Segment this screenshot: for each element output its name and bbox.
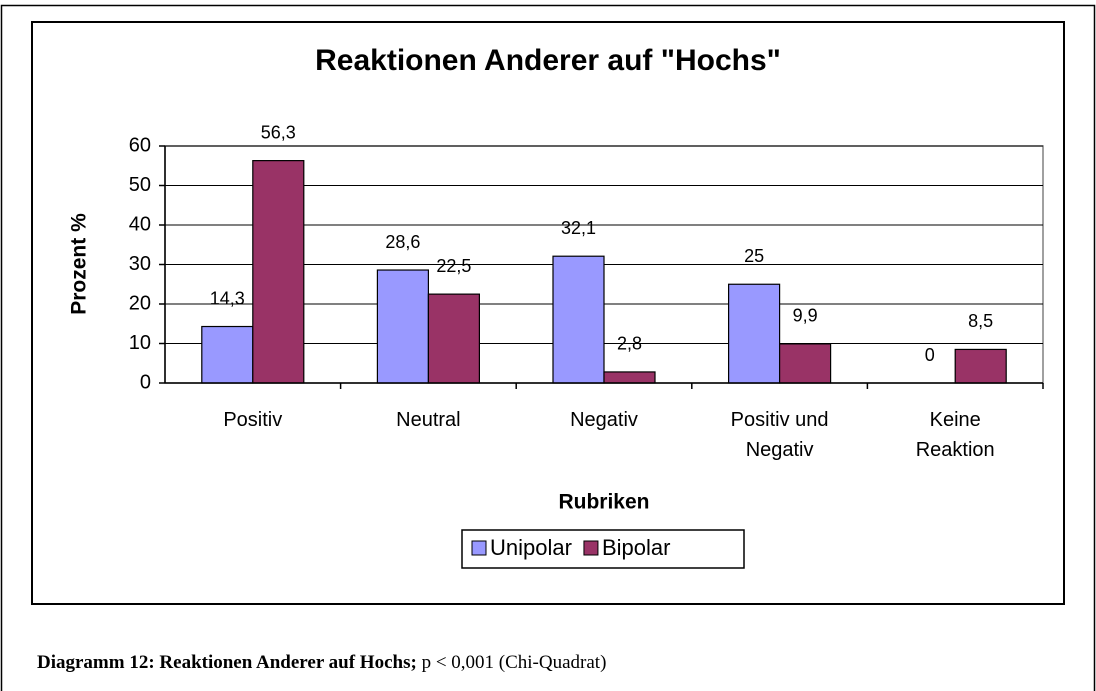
y-tick-label: 60: [129, 134, 151, 156]
bar: [252, 160, 305, 384]
bar: [778, 343, 832, 384]
x-tick-label: Neutral: [396, 409, 461, 431]
caption: Diagramm 12: Reaktionen Anderer auf Hoch…: [37, 652, 606, 674]
y-tick-label: 50: [129, 174, 151, 196]
data-label: 8,5: [968, 311, 993, 331]
data-label: 28,6: [385, 232, 420, 252]
bar: [727, 283, 781, 384]
bar: [201, 325, 254, 384]
bar: [427, 293, 480, 384]
x-tick-label: Negativ: [570, 409, 638, 431]
data-label: 14,3: [210, 288, 245, 308]
x-tick-label: Keine Reaktion: [915, 409, 995, 461]
x-tick-label: Positiv: [223, 409, 283, 431]
data-label: 0: [925, 345, 935, 365]
bar: [603, 371, 656, 384]
bar: [552, 255, 605, 384]
caption-bold: Diagramm 12: Reaktionen Anderer auf Hoch…: [37, 652, 417, 673]
y-tick-label: 30: [129, 253, 151, 275]
data-label: 22,5: [436, 256, 471, 276]
y-axis-label: Prozent %: [68, 213, 91, 315]
data-label: 9,9: [793, 306, 818, 326]
legend-swatch: [471, 540, 487, 556]
legend-swatch: [583, 540, 599, 556]
y-tick-label: 40: [129, 213, 151, 235]
caption-text: p < 0,001 (Chi-Quadrat): [421, 652, 607, 673]
legend-label: Unipolar: [490, 535, 572, 560]
data-label: 32,1: [561, 218, 596, 238]
x-tick-label: Positiv und Negativ: [730, 409, 829, 461]
x-axis-label: Rubriken: [558, 491, 649, 514]
page-border: [0, 4, 1096, 691]
data-label: 56,3: [261, 122, 296, 142]
bar: [376, 269, 429, 384]
y-tick-label: 10: [129, 332, 151, 354]
bar: [954, 348, 1007, 384]
y-tick-label: 0: [140, 371, 151, 393]
chart-title: Reaktionen Anderer auf "Hochs": [315, 44, 781, 77]
y-tick-label: 20: [129, 292, 151, 314]
data-label: 2,8: [617, 334, 642, 354]
legend: [461, 529, 745, 569]
data-label: 25: [744, 246, 764, 266]
legend-label: Bipolar: [602, 535, 670, 560]
